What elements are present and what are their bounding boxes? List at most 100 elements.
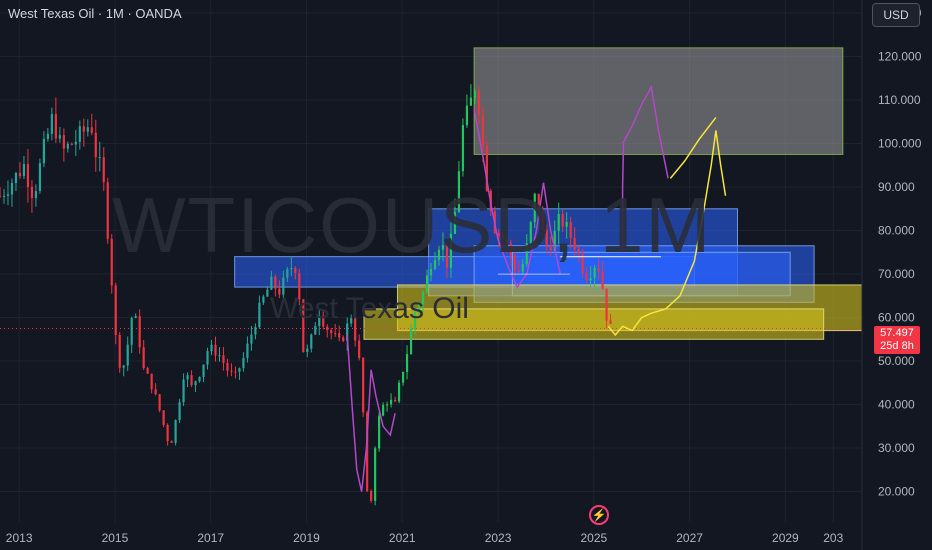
chart-zones bbox=[0, 47, 863, 340]
candle-body bbox=[166, 424, 169, 442]
candle-body bbox=[461, 125, 465, 172]
x-tick-label: 203 bbox=[823, 531, 843, 545]
candle-body bbox=[10, 183, 14, 195]
candle-body bbox=[501, 235, 504, 240]
candle-body bbox=[102, 157, 105, 183]
candle-body bbox=[26, 164, 30, 187]
candle-body bbox=[601, 271, 604, 289]
candle-body bbox=[545, 229, 548, 248]
candle-body bbox=[553, 230, 556, 251]
candle-body bbox=[605, 288, 608, 321]
candle-body bbox=[258, 302, 261, 328]
candle-body bbox=[505, 239, 508, 244]
candle-body bbox=[469, 97, 473, 106]
candle-body bbox=[178, 402, 181, 421]
candle-body bbox=[569, 222, 572, 238]
candle-body bbox=[66, 143, 69, 149]
last-price-tag: 57.497 25d 8h bbox=[874, 326, 920, 354]
candle-body bbox=[146, 368, 149, 374]
watermark-symbol: WTICOUSD, 1M bbox=[112, 181, 713, 269]
candle-body bbox=[118, 334, 121, 368]
candle-body bbox=[254, 327, 257, 335]
candle-body bbox=[382, 405, 385, 416]
candle-body bbox=[82, 126, 85, 132]
candle-body bbox=[278, 288, 281, 295]
lightning-circle-icon[interactable]: ⚡ bbox=[589, 505, 609, 525]
candle-body bbox=[206, 351, 209, 365]
candle-body bbox=[386, 404, 389, 406]
drawing-purple-2023 bbox=[473, 108, 562, 289]
candle-body bbox=[449, 233, 453, 268]
candle-body bbox=[190, 375, 193, 386]
candle-body bbox=[401, 371, 405, 383]
candle-body bbox=[565, 222, 568, 227]
candle-body bbox=[397, 382, 401, 402]
candle-body bbox=[70, 143, 73, 145]
candle-body bbox=[509, 243, 512, 256]
candle-body bbox=[441, 245, 445, 250]
candle-body bbox=[453, 211, 457, 234]
candle-body bbox=[130, 317, 133, 345]
candle-body bbox=[597, 267, 600, 272]
candle-body bbox=[330, 330, 333, 334]
candle-body bbox=[306, 348, 309, 353]
candle-body bbox=[22, 164, 26, 177]
candle-body bbox=[425, 275, 429, 293]
y-axis: 20.000 30.000 40.000 50.000 60.000 70.000 80.0… bbox=[861, 0, 922, 550]
y-tick-label: 110.000 bbox=[878, 93, 921, 107]
candle-body bbox=[122, 365, 125, 368]
candle-body bbox=[202, 364, 205, 377]
candle-body bbox=[561, 214, 564, 227]
candle-body bbox=[34, 190, 38, 199]
candle-body bbox=[54, 114, 57, 139]
candle-body bbox=[609, 320, 612, 324]
candle-body bbox=[589, 278, 592, 281]
candle-body bbox=[214, 344, 217, 356]
candle-body bbox=[58, 135, 61, 139]
candle-body bbox=[198, 376, 201, 382]
candle-body bbox=[473, 91, 476, 98]
y-tick-label: 120.000 bbox=[878, 50, 922, 64]
candle-body bbox=[409, 329, 413, 355]
y-tick-label: 20.000 bbox=[878, 485, 915, 499]
candle-body bbox=[174, 420, 177, 443]
y-tick-label: 90.000 bbox=[878, 180, 915, 194]
candle-body bbox=[90, 127, 93, 133]
x-tick-label: 2019 bbox=[293, 531, 320, 545]
candle-body bbox=[457, 171, 461, 212]
y-tick-label: 100.000 bbox=[878, 137, 922, 151]
candle-body bbox=[549, 247, 552, 251]
candle-body bbox=[445, 245, 449, 268]
candle-body bbox=[62, 135, 65, 149]
candle-body bbox=[194, 381, 197, 386]
candle-body bbox=[218, 355, 221, 357]
candle-body bbox=[98, 157, 101, 159]
candle-body bbox=[210, 344, 213, 352]
candle-body bbox=[262, 296, 265, 303]
drawing-yellow-path bbox=[607, 130, 727, 337]
candle-body bbox=[110, 238, 113, 286]
x-tick-label: 2023 bbox=[485, 531, 512, 545]
candle-body bbox=[302, 299, 305, 353]
candle-body bbox=[417, 304, 421, 312]
candle-body bbox=[577, 249, 580, 255]
candle-body bbox=[405, 354, 409, 372]
candle-body bbox=[521, 263, 524, 272]
y-tick-label: 40.000 bbox=[878, 398, 915, 412]
y-tick-label: 50.000 bbox=[878, 354, 915, 368]
candle-body bbox=[374, 448, 377, 501]
candle-body bbox=[226, 362, 229, 371]
chart-title[interactable]: West Texas Oil · 1M · OANDA bbox=[8, 6, 182, 21]
x-axis: 2013 2015 2017 2019 2021 2023 2025 2027 2029 203 bbox=[6, 531, 844, 545]
candle-body bbox=[477, 91, 480, 115]
currency-button[interactable]: USD bbox=[872, 3, 920, 27]
candle-body bbox=[525, 243, 528, 264]
candle-body bbox=[30, 186, 34, 199]
candle-body bbox=[354, 318, 357, 341]
candle-body bbox=[94, 132, 97, 158]
drawing-yellow-upper bbox=[669, 116, 717, 179]
candle-body bbox=[370, 491, 373, 501]
candle-body bbox=[537, 193, 540, 211]
